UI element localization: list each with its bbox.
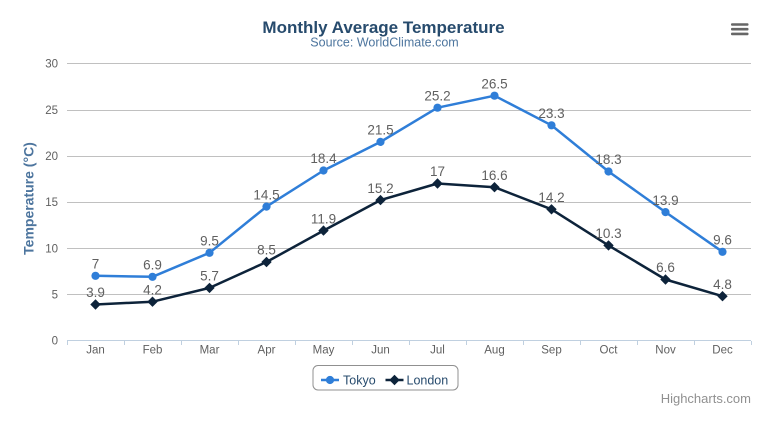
- svg-text:10: 10: [45, 243, 58, 255]
- svg-text:20: 20: [45, 151, 58, 163]
- svg-text:21.5: 21.5: [367, 123, 393, 138]
- svg-text:11.9: 11.9: [311, 211, 336, 226]
- svg-text:5.7: 5.7: [200, 269, 219, 284]
- svg-text:3.9: 3.9: [86, 285, 105, 300]
- svg-text:Apr: Apr: [258, 345, 276, 357]
- svg-text:4.8: 4.8: [713, 277, 732, 292]
- svg-text:9.5: 9.5: [200, 234, 219, 249]
- svg-text:Temperature (°C): Temperature (°C): [20, 142, 36, 255]
- svg-text:Source: WorldClimate.com: Source: WorldClimate.com: [310, 36, 458, 50]
- svg-text:13.9: 13.9: [652, 193, 678, 208]
- svg-text:25.2: 25.2: [424, 88, 450, 103]
- svg-text:15.2: 15.2: [367, 181, 393, 196]
- svg-text:6.9: 6.9: [143, 258, 162, 273]
- svg-text:Mar: Mar: [200, 345, 220, 357]
- svg-text:18.4: 18.4: [310, 151, 337, 166]
- svg-text:5: 5: [52, 290, 58, 302]
- svg-text:Dec: Dec: [712, 345, 733, 357]
- svg-text:26.5: 26.5: [481, 76, 507, 91]
- svg-text:Tokyo: Tokyo: [343, 373, 376, 387]
- svg-text:Jun: Jun: [371, 345, 390, 357]
- svg-text:Highcharts.com: Highcharts.com: [661, 391, 751, 406]
- svg-text:Monthly Average Temperature: Monthly Average Temperature: [262, 18, 504, 37]
- svg-text:4.2: 4.2: [143, 282, 162, 297]
- svg-text:25: 25: [45, 105, 58, 117]
- svg-text:Jul: Jul: [430, 345, 445, 357]
- svg-text:30: 30: [45, 59, 58, 71]
- svg-text:Nov: Nov: [655, 345, 676, 357]
- svg-text:9.6: 9.6: [713, 233, 732, 248]
- svg-text:18.3: 18.3: [595, 152, 621, 167]
- svg-text:14.5: 14.5: [253, 187, 279, 202]
- svg-text:Jan: Jan: [86, 345, 105, 357]
- svg-text:Oct: Oct: [600, 345, 619, 357]
- svg-text:7: 7: [92, 257, 100, 272]
- svg-text:6.6: 6.6: [656, 260, 675, 275]
- svg-text:Aug: Aug: [484, 345, 504, 357]
- svg-text:London: London: [407, 373, 449, 387]
- svg-text:23.3: 23.3: [538, 106, 564, 121]
- svg-text:May: May: [313, 345, 335, 357]
- svg-text:Sep: Sep: [541, 345, 561, 357]
- svg-text:Feb: Feb: [143, 345, 163, 357]
- svg-text:0: 0: [52, 336, 58, 348]
- svg-text:8.5: 8.5: [257, 243, 276, 258]
- svg-text:16.6: 16.6: [481, 168, 507, 183]
- svg-text:17: 17: [430, 164, 445, 179]
- svg-text:15: 15: [45, 197, 58, 209]
- svg-text:14.2: 14.2: [538, 190, 564, 205]
- svg-text:10.3: 10.3: [595, 226, 621, 241]
